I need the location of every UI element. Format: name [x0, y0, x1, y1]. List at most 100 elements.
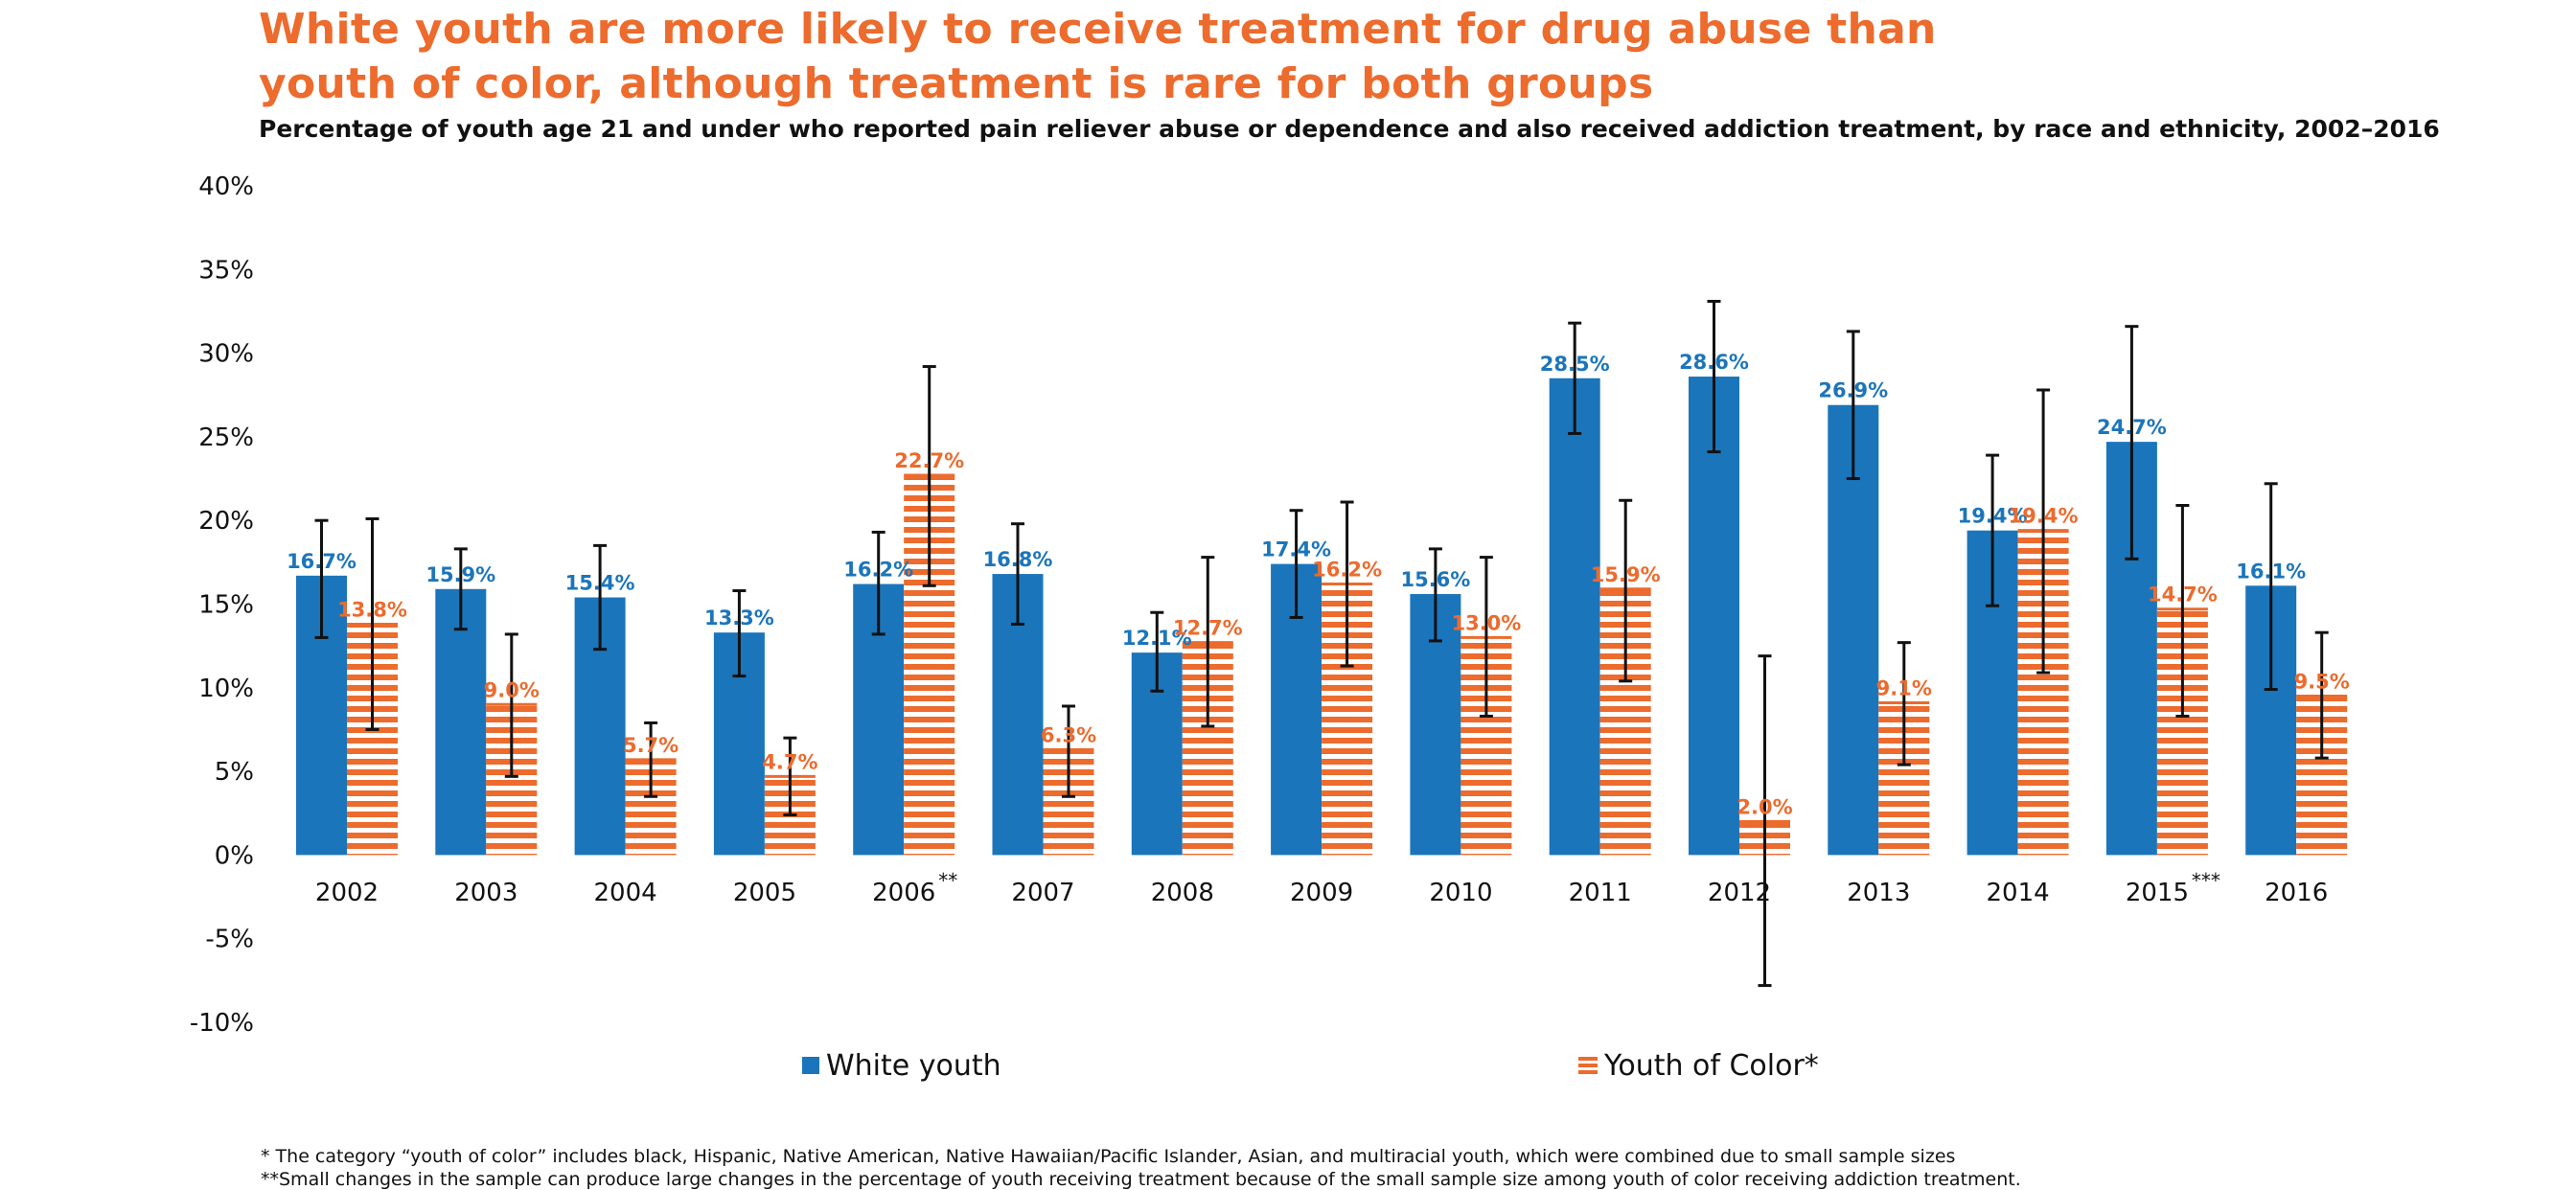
error-bar	[2036, 388, 2051, 675]
error-bar	[1758, 654, 1772, 988]
y-tick-label: -10%	[190, 1009, 254, 1038]
error-bar	[922, 365, 936, 587]
error-bar	[732, 589, 747, 678]
bar-group-2011: 28.5% 15.9%	[1540, 321, 1661, 856]
data-label-youth-of-color: 9.1%	[1876, 677, 1932, 700]
data-label-youth-of-color: 12.7%	[1173, 617, 1243, 640]
data-label-white-youth: 16.2%	[843, 559, 913, 582]
data-label-white-youth: 12.1%	[1122, 627, 1192, 650]
bar-white-youth	[435, 588, 487, 856]
data-label-youth-of-color: 5.7%	[623, 734, 678, 757]
x-tick-label: 2007	[1011, 879, 1074, 907]
chart-subtitle: Percentage of youth age 21 and under who…	[259, 115, 2440, 143]
y-tick-label: 25%	[198, 423, 254, 452]
error-bar	[1707, 299, 1721, 454]
data-label-white-youth: 15.4%	[565, 572, 635, 595]
legend-swatch-stripe	[1578, 1057, 1598, 1061]
error-bar	[593, 543, 608, 652]
x-tick-label: 2011	[1569, 879, 1632, 907]
data-label-youth-of-color: 13.0%	[1451, 611, 1521, 634]
error-bar	[314, 518, 329, 639]
bar-group-2013: 26.9% 9.1%	[1818, 330, 1932, 856]
error-bar	[504, 632, 518, 778]
bar-group-2004: 15.4% 5.7%	[565, 543, 678, 856]
data-label-youth-of-color: 15.9%	[1591, 563, 1661, 586]
legend-swatch-youth-of-color	[1578, 1057, 1598, 1074]
y-tick-label: 10%	[198, 675, 254, 703]
y-tick-label: 40%	[198, 172, 254, 201]
bar-group-2002: 16.7% 13.8%	[287, 516, 407, 856]
bar-chart: 40% 35% 30% 25% 20% 15% 10% 5% 0% -5% -10% 16.7% 13…	[190, 172, 2350, 1083]
error-bar	[453, 547, 468, 631]
data-label-youth-of-color: 6.3%	[1041, 723, 1096, 746]
data-label-white-youth: 15.9%	[426, 563, 495, 586]
x-tick-label: 2002	[315, 879, 379, 907]
data-label-white-youth: 28.5%	[1540, 353, 1610, 376]
chart-title: White youth are more likely to receive t…	[259, 2, 2175, 111]
error-bar	[1289, 509, 1303, 619]
error-bar	[1062, 704, 1075, 798]
x-tick-mark: ***	[2192, 869, 2220, 892]
error-bar	[1568, 321, 1582, 435]
bar-white-youth	[1549, 378, 1600, 856]
error-bar	[1428, 547, 1442, 643]
bar-group-2008: 12.1%12.7%	[1122, 556, 1243, 856]
legend-swatch-white-youth	[802, 1057, 819, 1074]
y-tick-label: 5%	[215, 758, 254, 787]
data-label-youth-of-color: 13.8%	[337, 598, 407, 621]
error-bar	[1986, 453, 2000, 607]
x-tick-label: 2005	[733, 879, 796, 907]
x-tick-label: 2008	[1151, 879, 1214, 907]
x-tick-label: 2010	[1429, 879, 1492, 907]
legend-swatch-stripe	[1578, 1070, 1598, 1074]
error-bar	[1340, 500, 1354, 668]
bar-group-2006: 16.2% 22.7%	[843, 365, 964, 856]
legend-label-white-youth: White youth	[826, 1049, 1001, 1083]
data-label-youth-of-color: 9.0%	[484, 678, 540, 701]
x-tick-label: 2012	[1708, 879, 1771, 907]
error-bar	[1011, 522, 1024, 626]
x-tick-label: 2013	[1847, 879, 1910, 907]
chart-title-line-2: youth of color, although treatment is ra…	[259, 59, 1654, 108]
bar-group-2003: 15.9% 9.0%	[426, 547, 540, 856]
error-bar	[2264, 482, 2278, 692]
data-label-youth-of-color: 4.7%	[762, 750, 817, 773]
error-bar	[1150, 610, 1164, 693]
data-label-white-youth: 15.6%	[1400, 568, 1470, 591]
error-bar	[644, 721, 658, 798]
error-bar	[1897, 641, 1911, 767]
data-label-white-youth: 16.8%	[983, 548, 1053, 571]
bar-group-2016: 16.1% 9.5%	[2236, 482, 2350, 856]
legend-label-youth-of-color: Youth of Color*	[1603, 1049, 1819, 1083]
y-tick-label: 20%	[198, 507, 254, 536]
bar-group-2014: 19.4%19.4%	[1958, 388, 2079, 856]
data-label-youth-of-color: 19.4%	[2009, 505, 2079, 528]
data-label-white-youth: 13.3%	[704, 606, 774, 629]
chart-title-line-1: White youth are more likely to receive t…	[259, 5, 1937, 54]
error-bar	[1619, 498, 1633, 683]
footnote-youth-of-color: * The category “youth of color” includes…	[261, 1146, 1956, 1167]
bar-group-2010: 15.6% 13.0%	[1400, 547, 1521, 856]
y-axis: 40% 35% 30% 25% 20% 15% 10% 5% 0% -5% -10%	[190, 172, 254, 1038]
error-bar	[2314, 630, 2329, 760]
x-tick-mark: **	[938, 869, 957, 892]
x-tick-label: 2009	[1290, 879, 1353, 907]
legend-swatch-stripe	[1578, 1064, 1598, 1067]
data-label-white-youth: 24.7%	[2097, 416, 2167, 439]
x-axis: 2002 2003 2004 2005 2006 ** 2007 2008 2009 2010 20…	[315, 869, 2328, 907]
x-tick-label: 2014	[1987, 879, 2050, 907]
data-label-youth-of-color: 22.7%	[894, 449, 964, 472]
data-label-white-youth: 26.9%	[1818, 379, 1888, 402]
bars-group: 16.7% 13.8% 15.9% 9.0% 15.4% 5.7% 13.3% 4.7% 16.…	[287, 299, 2350, 988]
legend: White youth Youth of Color*	[802, 1049, 1819, 1083]
y-tick-label: 15%	[198, 591, 254, 620]
bar-white-youth	[1689, 377, 1739, 856]
data-label-white-youth: 16.7%	[287, 550, 356, 573]
x-tick-label: 2003	[454, 879, 518, 907]
data-label-white-youth: 17.4%	[1261, 538, 1331, 561]
y-tick-label: -5%	[205, 926, 254, 954]
x-tick-label: 2004	[594, 879, 657, 907]
y-tick-label: 30%	[198, 340, 254, 369]
data-label-white-youth: 19.4%	[1958, 505, 2028, 528]
data-label-white-youth: 28.6%	[1679, 351, 1749, 374]
